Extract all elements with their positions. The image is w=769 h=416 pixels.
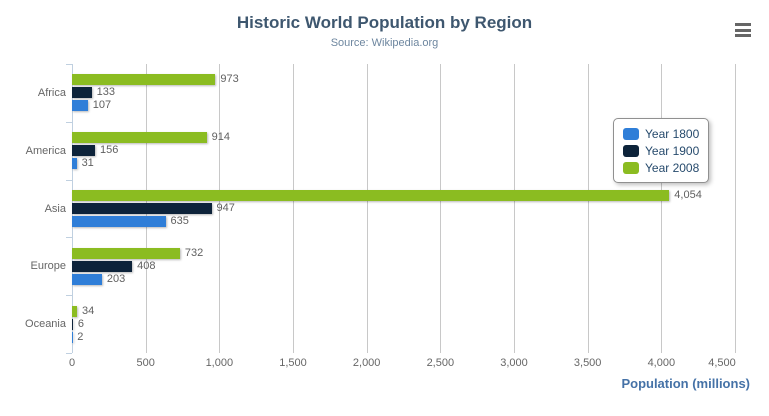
bar-row: 635 <box>72 214 735 227</box>
chart-title: Historic World Population by Region <box>236 13 533 32</box>
x-axis-title: Population (millions) <box>621 376 750 391</box>
data-label: 408 <box>137 259 156 272</box>
data-label: 973 <box>220 73 239 86</box>
bar-year-1800 <box>72 100 88 112</box>
category-label: Africa <box>37 86 66 99</box>
category-group: 973 133 107 <box>72 64 735 122</box>
category-group: 4,054 947 635 <box>72 180 735 238</box>
legend-swatch-icon <box>623 144 639 157</box>
bar-year-1900 <box>72 87 92 99</box>
category-label: Oceania <box>25 318 66 331</box>
data-label: 732 <box>184 246 204 259</box>
bar-year-1900 <box>72 318 73 330</box>
legend-swatch-icon <box>623 127 639 140</box>
x-axis-tick-label: 500 <box>136 357 155 369</box>
data-label: 133 <box>96 86 115 99</box>
legend-item-year-1800[interactable]: Year 1800 <box>623 125 699 142</box>
category-label: America <box>25 144 66 157</box>
gridline <box>587 64 589 353</box>
bar-row: 973 <box>72 73 735 86</box>
x-axis-tick-label: 1,000 <box>205 357 234 369</box>
bar-row: 156 <box>72 144 735 157</box>
data-label: 107 <box>92 99 112 112</box>
bar-year-2008 <box>72 305 77 317</box>
data-label: 2 <box>77 330 84 343</box>
chart-subtitle: Source: Wikipedia.org <box>330 37 439 49</box>
bar-row: 4,054 <box>72 188 735 201</box>
bar-year-1900 <box>72 260 133 272</box>
x-axis-tick-label: 4,500 <box>708 357 736 369</box>
bar-year-1800 <box>72 215 166 227</box>
gridline <box>293 64 294 353</box>
legend-item-year-1900[interactable]: Year 1900 <box>623 142 699 159</box>
bar-row: 914 <box>72 131 735 144</box>
bar-row: 947 <box>72 201 735 214</box>
category-tick <box>66 295 72 297</box>
gridline <box>735 64 736 353</box>
bar-row: 2 <box>72 330 735 343</box>
category-label: Asia <box>44 202 66 215</box>
category-tick <box>66 64 72 65</box>
x-axis-tick-label: 4,000 <box>647 357 676 369</box>
legend-label: Year 2008 <box>645 160 700 175</box>
bar-year-1900 <box>72 202 212 214</box>
bar-year-2008 <box>72 74 216 86</box>
x-axis-tick-label: 3,000 <box>500 357 528 369</box>
data-label: 203 <box>106 272 126 285</box>
data-label: 947 <box>216 201 235 214</box>
hamburger-icon <box>735 34 751 37</box>
bar-year-1900 <box>72 145 95 157</box>
data-label: 156 <box>99 144 119 157</box>
bar-row: 31 <box>72 157 735 170</box>
x-axis-tick-label: 3,500 <box>573 357 602 369</box>
category-tick <box>66 179 72 181</box>
bar-year-2008 <box>72 189 670 201</box>
data-label: 914 <box>211 131 231 144</box>
x-axis-tick-label: 1,500 <box>279 357 307 369</box>
bar-year-1800 <box>72 158 77 170</box>
gridline <box>661 64 663 353</box>
category-label: Europe <box>30 260 66 273</box>
legend-item-year-2008[interactable]: Year 2008 <box>623 159 699 176</box>
legend-swatch-icon <box>623 161 639 174</box>
x-axis-tick-label: 2,500 <box>426 357 455 369</box>
category-tick <box>66 237 72 239</box>
category-group: 732 408 203 <box>72 237 735 295</box>
bar-row: 408 <box>72 259 735 272</box>
bar-year-2008 <box>72 132 207 144</box>
category-tick <box>66 353 72 354</box>
gridline <box>514 64 515 353</box>
bar-row: 107 <box>72 99 735 112</box>
bar-year-1800 <box>72 273 102 285</box>
bar-row: 6 <box>72 317 735 330</box>
category-group: 914 156 31 <box>72 122 735 180</box>
x-axis-tick-label: 2,000 <box>352 357 381 369</box>
legend-label: Year 1800 <box>645 126 700 141</box>
bar-row: 732 <box>72 246 735 259</box>
hamburger-icon <box>735 23 751 26</box>
data-label: 34 <box>82 304 95 317</box>
x-axis-tick-label: 0 <box>68 357 76 369</box>
data-label: 6 <box>77 317 84 330</box>
hamburger-icon <box>735 28 751 32</box>
legend: Year 1800 Year 1900 Year 2008 <box>613 118 710 183</box>
data-label: 4,054 <box>674 188 702 201</box>
category-group: 34 6 2 <box>72 295 735 353</box>
legend-label: Year 1900 <box>645 143 700 158</box>
bar-row: 34 <box>72 304 735 317</box>
category-tick <box>66 121 72 123</box>
gridline <box>440 64 442 353</box>
export-menu-button[interactable] <box>734 23 752 37</box>
gridline <box>219 64 221 353</box>
plot-area: 973 133 107 914 156 31 4,054 947 635 732 408 203 34 6… <box>66 64 736 354</box>
data-label: 31 <box>81 157 94 170</box>
gridline <box>366 64 368 353</box>
bar-row: 203 <box>72 272 735 285</box>
bar-year-2008 <box>72 247 180 259</box>
bar-row: 133 <box>72 86 735 99</box>
data-label: 635 <box>170 214 189 227</box>
